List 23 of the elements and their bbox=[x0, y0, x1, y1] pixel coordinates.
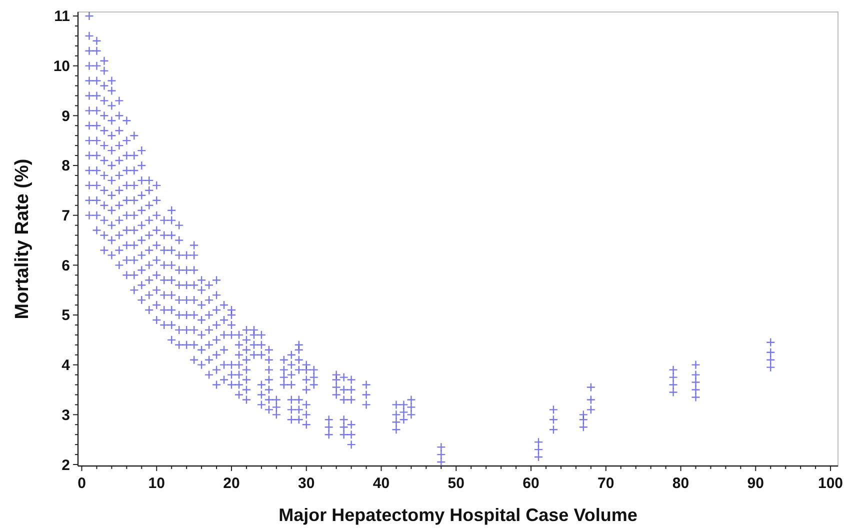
x-tick-label: 60 bbox=[522, 475, 540, 492]
y-tick-label: 5 bbox=[62, 307, 70, 324]
x-axis-title: Major Hepatectomy Hospital Case Volume bbox=[278, 505, 638, 525]
y-tick-label: 2 bbox=[62, 456, 70, 474]
y-tick-label: 7 bbox=[62, 208, 70, 225]
y-tick-label: 6 bbox=[62, 257, 70, 274]
x-tick-label: 90 bbox=[747, 475, 764, 492]
x-tick-label: 30 bbox=[298, 475, 315, 492]
y-tick-label: 11 bbox=[54, 8, 70, 26]
x-tick-label: 40 bbox=[372, 475, 390, 492]
y-tick-label: 9 bbox=[62, 108, 70, 125]
y-tick-label: 10 bbox=[53, 58, 70, 76]
y-axis-title: Mortality Rate (%) bbox=[12, 158, 33, 320]
x-tick-label: 0 bbox=[78, 475, 86, 492]
x-tick-label: 20 bbox=[223, 475, 240, 492]
y-tick-label: 3 bbox=[62, 406, 70, 424]
x-tick-label: 70 bbox=[598, 475, 614, 492]
x-tick-label: 80 bbox=[672, 475, 690, 492]
x-tick-label: 10 bbox=[148, 475, 165, 492]
x-tick-label: 100 bbox=[818, 475, 844, 492]
y-tick-label: 8 bbox=[62, 158, 70, 175]
y-tick-label: 4 bbox=[62, 357, 71, 374]
x-tick-label: 50 bbox=[448, 475, 464, 492]
